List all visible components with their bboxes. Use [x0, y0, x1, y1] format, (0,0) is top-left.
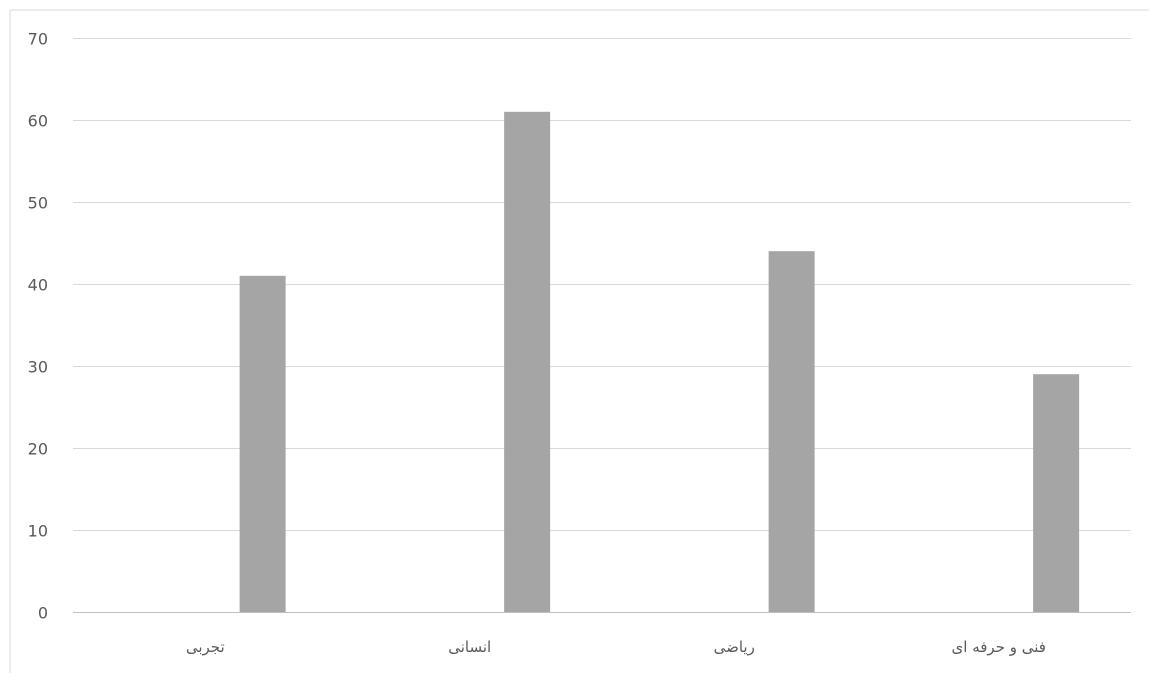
- y-tick-label: 70: [28, 30, 48, 49]
- x-tick-label: تجربی: [186, 638, 225, 656]
- bar: [1033, 374, 1080, 612]
- bar: [239, 275, 286, 612]
- x-tick-label: ریاضی: [714, 638, 755, 656]
- y-tick-label: 50: [28, 194, 48, 213]
- y-tick-label: 30: [28, 358, 48, 377]
- x-axis-labels: تجربی انسانی ریاضی فنی و حرفه ای: [186, 638, 1046, 656]
- y-tick-label: 60: [28, 112, 48, 131]
- gridlines: [73, 38, 1131, 613]
- y-tick-label: 20: [28, 440, 48, 459]
- y-tick-label: 10: [28, 522, 48, 541]
- x-tick-label: انسانی: [448, 638, 491, 656]
- bars: [239, 111, 1080, 613]
- chart-border: [9, 9, 1149, 673]
- bar: [504, 111, 551, 613]
- y-axis-ticks: 0 10 20 30 40 50 60 70: [28, 30, 48, 623]
- x-tick-label: فنی و حرفه ای: [952, 638, 1046, 656]
- y-tick-label: 40: [28, 276, 48, 295]
- bar: [768, 251, 815, 612]
- y-tick-label: 0: [38, 604, 48, 623]
